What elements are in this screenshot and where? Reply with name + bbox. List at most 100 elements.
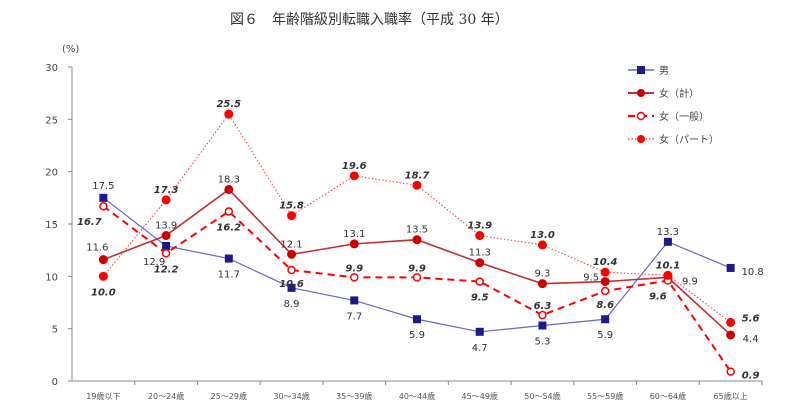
data-point — [98, 255, 108, 265]
data-label: 11.3 — [469, 248, 491, 259]
data-label: 5.6 — [742, 313, 760, 324]
x-tick-label: 19歳以下 — [86, 391, 120, 401]
data-label: 9.5 — [583, 273, 599, 284]
data-label: 9.9 — [408, 263, 426, 274]
data-label: 19.6 — [342, 161, 367, 172]
data-point — [726, 330, 736, 340]
data-label: 5.3 — [535, 337, 551, 348]
data-label: 17.5 — [92, 181, 114, 192]
data-point — [287, 265, 296, 275]
data-label: 4.4 — [743, 334, 759, 345]
data-label: 13.1 — [343, 229, 365, 240]
data-label: 11.7 — [218, 270, 240, 281]
legend-label: 女（一般） — [659, 110, 709, 123]
data-label: 13.9 — [467, 221, 492, 232]
data-point — [412, 235, 422, 245]
legend-marker — [637, 89, 645, 97]
data-label: 10.6 — [279, 279, 304, 290]
x-tick-label: 60～64歳 — [650, 391, 686, 401]
data-point — [350, 273, 359, 282]
x-tick-label: 40～44歳 — [399, 391, 435, 401]
x-tick-label: 30～34歳 — [273, 391, 309, 401]
data-point — [537, 240, 547, 250]
data-label: 11.6 — [86, 243, 108, 254]
data-label: 9.5 — [471, 293, 489, 304]
data-point — [224, 254, 233, 263]
data-label: 10.4 — [593, 257, 618, 268]
data-point — [224, 109, 234, 119]
data-label: 12.1 — [280, 239, 302, 250]
data-point — [537, 279, 547, 289]
x-tick-label: 20～24歳 — [148, 391, 184, 401]
data-label: 9.3 — [535, 269, 551, 280]
x-tick-label: 50～54歳 — [524, 391, 560, 401]
data-label: 10.0 — [91, 287, 116, 298]
data-label: 9.9 — [345, 263, 363, 274]
data-label: 8.9 — [284, 299, 300, 310]
data-label: 8.6 — [596, 300, 614, 311]
y-tick-label: 20 — [45, 168, 58, 179]
data-point — [475, 258, 485, 268]
data-point — [600, 286, 610, 296]
x-tick-label: 25～29歳 — [211, 391, 247, 401]
data-label: 17.3 — [154, 185, 179, 196]
data-label: 18.7 — [405, 170, 430, 181]
data-point — [538, 321, 547, 330]
data-point — [413, 315, 421, 324]
legend-marker — [637, 135, 645, 143]
data-point — [412, 180, 422, 190]
legend-label: 女（パート） — [659, 133, 719, 146]
data-label: 15.8 — [279, 201, 304, 212]
data-point — [726, 263, 735, 272]
x-tick-label: 35～39歳 — [336, 391, 372, 401]
data-point — [475, 231, 485, 241]
data-label: 13.9 — [155, 221, 177, 232]
data-point — [663, 270, 673, 280]
data-label: 5.9 — [597, 330, 613, 341]
data-point — [412, 273, 422, 282]
legend-marker — [636, 111, 646, 121]
data-label: 5.9 — [409, 330, 425, 341]
data-point — [601, 315, 610, 324]
data-label: 16.2 — [216, 222, 241, 233]
data-point — [99, 201, 108, 211]
y-tick-label: 10 — [45, 272, 58, 283]
data-point — [224, 184, 234, 194]
x-tick-label: 65歳以上 — [714, 391, 748, 401]
data-point — [538, 310, 547, 320]
data-point — [99, 193, 108, 202]
data-point — [161, 249, 171, 258]
data-point — [349, 171, 359, 181]
data-label: 13.0 — [530, 230, 555, 241]
data-point — [350, 296, 359, 305]
series-line — [102, 113, 731, 323]
data-point — [600, 277, 610, 287]
y-tick-label: 25 — [45, 115, 58, 126]
legend-label: 女（計） — [659, 87, 699, 100]
data-label: 0.9 — [742, 371, 760, 382]
y-tick-label: 5 — [52, 325, 58, 336]
data-point — [287, 249, 297, 259]
data-label: 4.7 — [472, 343, 488, 354]
y-axis-label: (%) — [62, 44, 79, 55]
data-point — [287, 283, 296, 292]
data-label: 7.7 — [346, 311, 362, 322]
x-tick-label: 45～49歳 — [462, 391, 498, 401]
data-point — [726, 367, 735, 376]
data-point — [726, 317, 736, 327]
data-point — [98, 271, 108, 281]
data-label: 16.7 — [77, 217, 102, 228]
data-point — [663, 237, 672, 246]
data-label: 13.3 — [657, 227, 679, 238]
y-tick-label: 30 — [45, 63, 58, 74]
data-point — [224, 207, 234, 216]
legend-marker — [637, 66, 645, 74]
data-point — [287, 211, 297, 221]
data-label: 25.5 — [216, 99, 241, 110]
data-label: 10.8 — [742, 267, 764, 278]
data-point — [349, 239, 359, 249]
chart-title: 図６ 年齢階級別転職入職率（平成 30 年） — [230, 12, 509, 28]
data-point — [162, 241, 171, 250]
data-point — [475, 277, 484, 286]
legend-label: 男 — [659, 65, 669, 77]
